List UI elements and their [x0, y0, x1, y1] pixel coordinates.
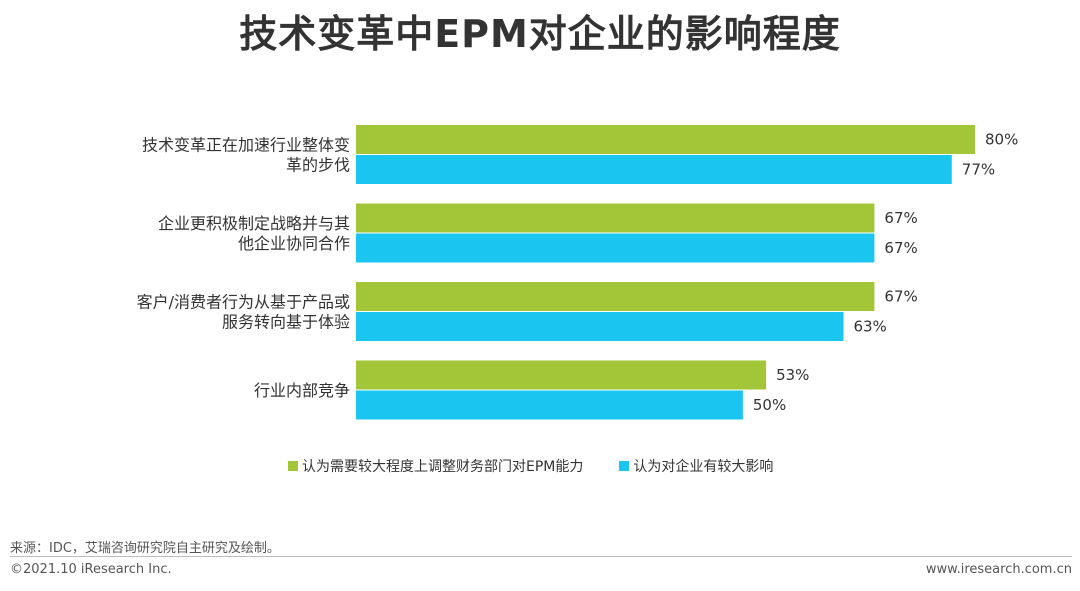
legend-label-series-2: 认为对企业有较大影响: [633, 459, 774, 475]
category-label-line: 服务转向基于体验: [222, 313, 350, 332]
category-label-line: 革的步伐: [286, 156, 350, 175]
bar-series-2-cat-3: [356, 312, 844, 341]
page-title: 技术变革中EPM对企业的影响程度: [239, 12, 841, 56]
legend-item-series-1: 认为需要较大程度上调整财务部门对EPM能力: [288, 456, 583, 476]
legend-swatch-series-1: [288, 461, 298, 471]
bar-series-1-cat-1: [356, 125, 975, 154]
value-label-series-2-cat-3: 63%: [853, 318, 886, 336]
category-label-2: 企业更积极制定战略并与其他企业协同合作: [158, 214, 350, 253]
value-label-series-2-cat-4: 50%: [753, 396, 786, 414]
copyright-text: ©2021.10 iResearch Inc.: [10, 562, 172, 577]
category-label-line: 客户/消费者行为从基于产品或: [137, 293, 350, 312]
value-label-series-1-cat-2: 67%: [884, 209, 917, 227]
bar-series-1-cat-2: [356, 203, 875, 233]
bar-series-2-cat-4: [356, 390, 743, 420]
footer-divider: [10, 556, 1072, 557]
legend-label-series-1: 认为需要较大程度上调整财务部门对EPM能力: [302, 459, 584, 475]
value-label-series-1-cat-3: 67%: [884, 288, 917, 306]
legend-item-series-2: 认为对企业有较大影响: [619, 456, 773, 476]
chart-value-labels: 80% 77% 67% 67% 67% 63% 53% 50%: [753, 131, 1018, 415]
category-label-line: 他企业协同合作: [238, 234, 350, 253]
value-label-series-1-cat-1: 80%: [985, 131, 1018, 149]
value-label-series-2-cat-2: 67%: [884, 239, 917, 257]
bar-series-1-cat-4: [356, 360, 767, 390]
category-label-1: 技术变革正在加速行业整体变革的步伐: [142, 136, 350, 175]
chart-bars: [356, 125, 975, 420]
bar-series-2-cat-2: [356, 233, 875, 263]
value-label-series-1-cat-4: 53%: [776, 366, 809, 384]
category-label-line: 技术变革正在加速行业整体变: [142, 136, 350, 155]
bar-series-2-cat-1: [356, 155, 952, 184]
source-note: 来源：IDC，艾瑞咨询研究院自主研究及绘制。: [10, 541, 280, 556]
category-label-line: 行业内部竞争: [254, 381, 350, 400]
category-label-4: 行业内部竞争: [254, 381, 350, 400]
website-link[interactable]: www.iresearch.com.cn: [925, 562, 1072, 577]
chart-legend: 认为需要较大程度上调整财务部门对EPM能力 认为对企业有较大影响: [288, 456, 809, 476]
bar-series-1-cat-3: [356, 282, 875, 311]
chart-category-labels: 技术变革正在加速行业整体变革的步伐企业更积极制定战略并与其他企业协同合作客户/消…: [137, 136, 350, 401]
category-label-3: 客户/消费者行为从基于产品或服务转向基于体验: [137, 293, 350, 332]
value-label-series-2-cat-1: 77%: [962, 161, 995, 179]
category-label-line: 企业更积极制定战略并与其: [158, 214, 350, 233]
legend-swatch-series-2: [619, 461, 630, 471]
